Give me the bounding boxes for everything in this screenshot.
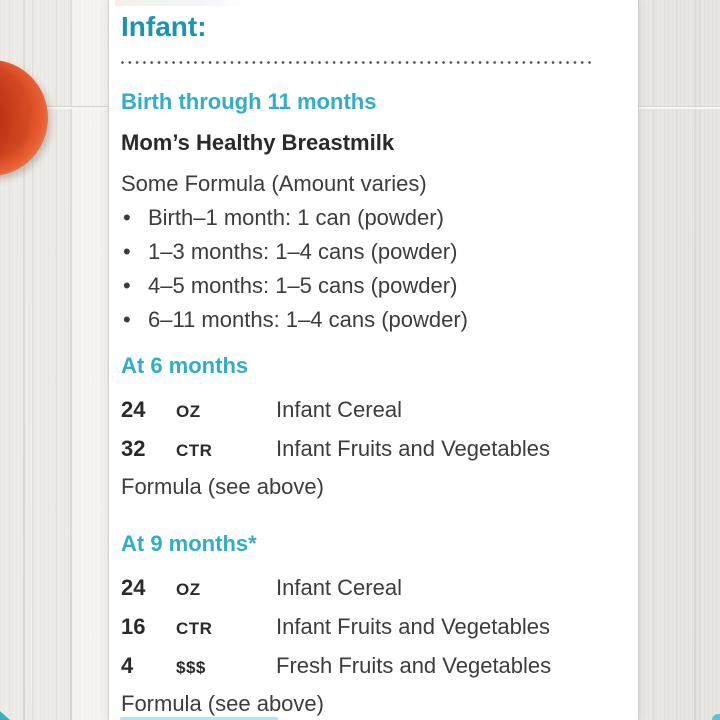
section-heading-birth: Birth through 11 months xyxy=(121,89,377,114)
formula-see-above-note: Formula (see above) xyxy=(121,691,324,716)
page-title: Infant: xyxy=(121,11,207,42)
quantity-value: 24 xyxy=(121,575,146,600)
wood-plank-seam xyxy=(70,0,72,720)
unit-label: CTR xyxy=(176,441,213,460)
list-item: 1–3 months: 1–4 cans (powder) xyxy=(121,235,620,269)
card-content: Infant: Birth through 11 months Mom’s He… xyxy=(109,10,638,718)
wood-plank-highlight xyxy=(72,0,109,720)
section-heading-nine-months: At 9 months* xyxy=(121,531,257,556)
food-item-name: Infant Cereal xyxy=(276,397,402,422)
formula-amount-list: Birth–1 month: 1 can (powder) 1–3 months… xyxy=(121,201,620,337)
quantity-value: 24 xyxy=(121,397,146,422)
list-item: 6–11 months: 1–4 cans (powder) xyxy=(121,303,620,337)
teal-corner-decoration xyxy=(0,711,10,720)
quantity-value: 4 xyxy=(121,653,134,678)
wood-plank-seam xyxy=(23,0,25,720)
formula-see-above-note: Formula (see above) xyxy=(121,474,324,499)
six-months-table: 24 OZ Infant Cereal 32 CTR Infant Fruits… xyxy=(121,391,620,469)
quantity-value: 32 xyxy=(121,436,146,461)
unit-label: OZ xyxy=(176,402,201,421)
table-row: 16 CTR Infant Fruits and Vegetables xyxy=(121,608,620,647)
food-item-name: Infant Fruits and Vegetables xyxy=(276,614,550,639)
table-row: 32 CTR Infant Fruits and Vegetables xyxy=(121,430,620,469)
next-section-peek xyxy=(120,717,278,720)
table-row: 4 $$$ Fresh Fruits and Vegetables xyxy=(121,647,620,686)
list-item: 4–5 months: 1–5 cans (powder) xyxy=(121,269,620,303)
unit-label: $$$ xyxy=(176,658,206,677)
unit-label: CTR xyxy=(176,619,213,638)
breastmilk-line: Mom’s Healthy Breastmilk xyxy=(121,130,395,155)
section-heading-six-months: At 6 months xyxy=(121,353,249,378)
unit-label: OZ xyxy=(176,580,201,599)
table-row: 24 OZ Infant Cereal xyxy=(121,569,620,608)
list-item: Birth–1 month: 1 can (powder) xyxy=(121,201,620,235)
nine-months-table: 24 OZ Infant Cereal 16 CTR Infant Fruits… xyxy=(121,569,620,686)
tomato-slice-image xyxy=(0,60,48,176)
formula-intro-line: Some Formula (Amount varies) xyxy=(121,171,427,196)
dotted-divider xyxy=(121,61,595,64)
cropped-photo-edge xyxy=(115,0,245,6)
food-item-name: Fresh Fruits and Vegetables xyxy=(276,653,552,678)
content-card: Infant: Birth through 11 months Mom’s He… xyxy=(109,0,638,720)
food-item-name: Infant Cereal xyxy=(276,575,402,600)
quantity-value: 16 xyxy=(121,614,146,639)
wood-plank-seam xyxy=(694,0,696,720)
teal-corner-decoration xyxy=(712,714,720,720)
table-row: 24 OZ Infant Cereal xyxy=(121,391,620,430)
food-item-name: Infant Fruits and Vegetables xyxy=(276,436,550,461)
